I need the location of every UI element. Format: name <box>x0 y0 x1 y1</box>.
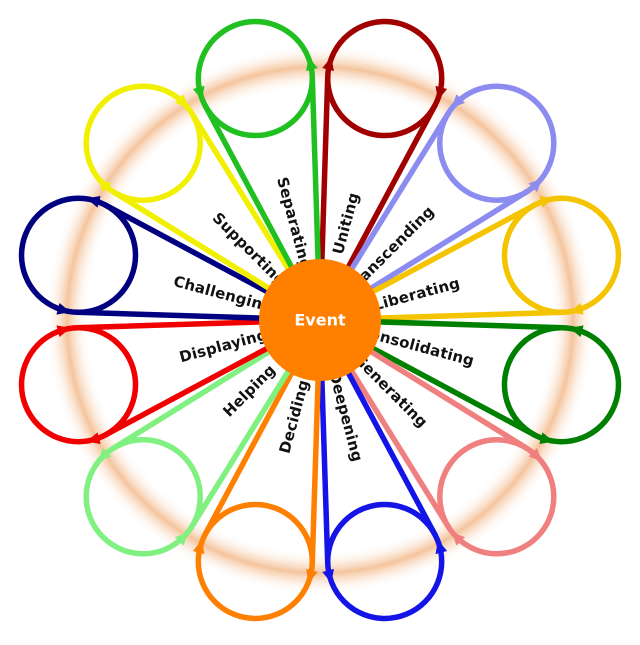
arrow-head-icon <box>192 539 205 555</box>
arrow-head-icon <box>306 57 318 72</box>
petal-loop <box>501 195 622 316</box>
arrow-head-icon <box>435 539 448 555</box>
arrow-head-icon <box>569 303 584 315</box>
arrow-head-icon <box>528 447 543 462</box>
petal-loop <box>18 195 139 316</box>
arrow-head-icon <box>97 178 112 193</box>
arrow-head-icon <box>192 85 205 101</box>
arrow-head-icon <box>539 432 554 445</box>
petal-loop <box>195 18 316 139</box>
arrow-head-icon <box>56 325 71 337</box>
arrow-head-icon <box>175 94 189 108</box>
arrow-head-icon <box>528 178 543 193</box>
arrow-head-icon <box>322 57 334 72</box>
arrow-head-icon <box>306 568 318 583</box>
arrow-head-icon <box>451 94 465 108</box>
petal-loop <box>324 18 445 139</box>
arrow-head-icon <box>86 432 101 445</box>
arrow-head-icon <box>86 195 101 208</box>
arrow-head-icon <box>322 568 334 583</box>
petal-loop <box>501 324 622 445</box>
arrow-head-icon <box>569 325 584 337</box>
petal-loop <box>18 324 139 445</box>
petal-loop <box>437 83 557 203</box>
arrow-head-icon <box>451 532 465 546</box>
petal-loop <box>195 501 316 622</box>
arrow-head-icon <box>97 447 112 462</box>
arrow-head-icon <box>175 532 189 546</box>
petal-loop <box>83 83 203 203</box>
arrow-head-icon <box>539 195 554 208</box>
arrow-head-icon <box>56 303 71 315</box>
petal-loop <box>437 437 557 557</box>
arrow-head-icon <box>435 85 448 101</box>
petal-loop <box>83 437 203 557</box>
center-event-circle <box>259 259 381 381</box>
center-event-label: Event <box>294 311 346 330</box>
petal-loop <box>324 501 445 622</box>
